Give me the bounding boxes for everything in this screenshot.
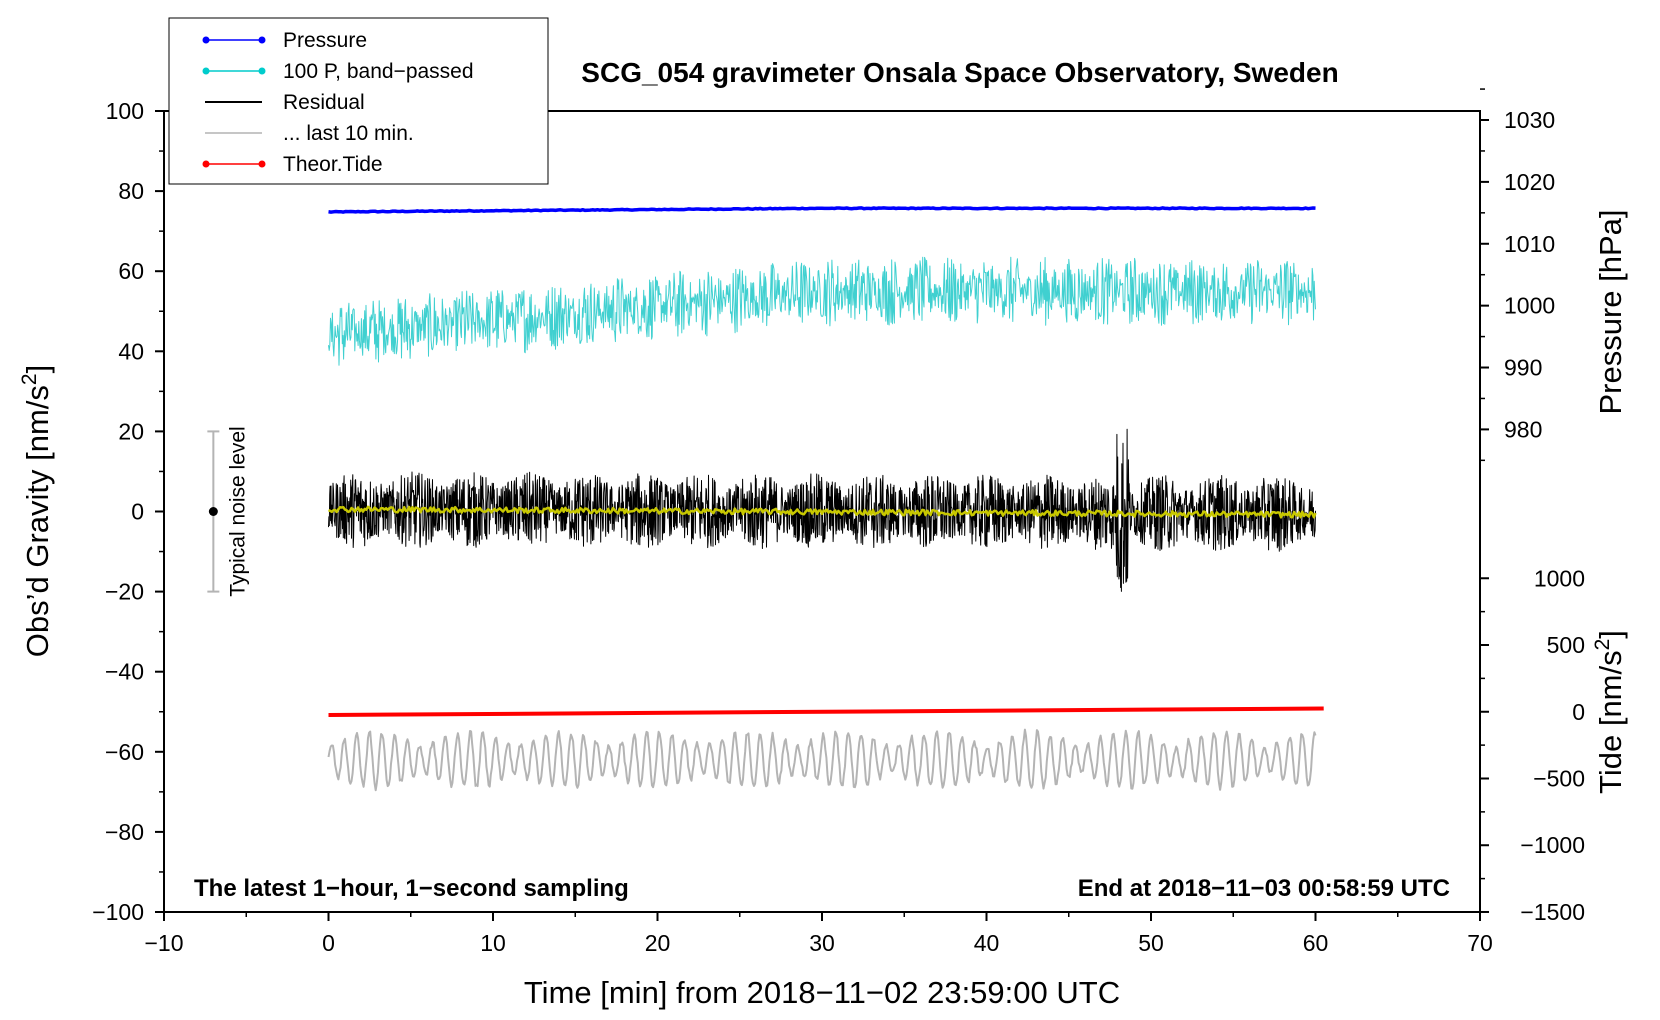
x-tick-label: −10	[144, 930, 183, 956]
y-axis-title-left: Obs’d Gravity [nm/s2]	[18, 365, 55, 658]
series-residual-smoothed	[327, 505, 1317, 519]
legend-swatch-marker	[258, 160, 266, 168]
y-tick-label: −60	[105, 739, 144, 765]
tide-tick-label: 0	[1572, 699, 1585, 725]
x-tick-label: 20	[645, 930, 671, 956]
series-last-10-min	[327, 728, 1317, 792]
x-axis-title: Time [min] from 2018−11−02 23:59:00 UTC	[524, 975, 1120, 1010]
y-tick-label: −40	[105, 659, 144, 685]
x-tick-label: 70	[1467, 930, 1493, 956]
series-theor-tide	[328, 706, 1324, 717]
legend-label: Theor.Tide	[283, 153, 383, 176]
y-axis-title-tide: Tide [nm/s2]	[1591, 630, 1628, 794]
legend-swatch-marker	[258, 36, 266, 44]
y-tick-label: −20	[105, 579, 144, 605]
chart-title: SCG_054 gravimeter Onsala Space Observat…	[581, 57, 1338, 88]
noise-bar-center-dot	[208, 507, 218, 516]
legend-label: 100 P, band−passed	[283, 60, 474, 83]
x-tick-label: 50	[1138, 930, 1164, 956]
tide-tick-label: 1000	[1534, 565, 1585, 591]
series-layer	[327, 206, 1324, 792]
series-pressure	[328, 206, 1316, 214]
noise-bar: Typical noise level	[207, 426, 249, 597]
legend-swatch-marker	[258, 67, 266, 75]
legend: Pressure 100 P, band−passed Residual ... la…	[168, 17, 549, 185]
axes-layer: −10 0 10 20 30 40 50 60 70−100−80−60−40−20020406…	[92, 88, 1585, 956]
annotation-right: End at 2018−11−03 00:58:59 UTC	[1078, 875, 1450, 902]
x-tick-label: 40	[974, 930, 1000, 956]
series-100-p-band-passed	[328, 256, 1316, 366]
y-tick-label: 60	[118, 258, 144, 284]
legend-swatch-marker	[202, 160, 210, 168]
y-axis-title-pressure: Pressure [hPa]	[1593, 209, 1628, 414]
legend-swatch-marker	[202, 36, 210, 44]
pressure-tick-label: 990	[1504, 355, 1542, 381]
x-tick-label: 30	[809, 930, 835, 956]
y-tick-label: 40	[118, 338, 144, 364]
x-tick-label: 10	[480, 930, 506, 956]
annotation-left: The latest 1−hour, 1−second sampling	[194, 875, 629, 902]
x-tick-label: 60	[1303, 930, 1329, 956]
tide-tick-label: −500	[1533, 765, 1585, 791]
tide-tick-label: −1500	[1520, 899, 1585, 925]
pressure-tick-label: 980	[1504, 416, 1542, 442]
series-residual	[328, 428, 1316, 592]
noise-bar-label: Typical noise level	[226, 426, 249, 596]
legend-label: ... last 10 min.	[283, 122, 414, 145]
y-tick-label: −80	[105, 819, 144, 845]
pressure-tick-label: 1000	[1504, 293, 1555, 319]
tide-tick-label: −1000	[1520, 832, 1585, 858]
y-tick-label: 0	[131, 499, 144, 525]
pressure-tick-label: 1020	[1504, 169, 1555, 195]
y-tick-label: −100	[92, 899, 144, 925]
pressure-tick-label: 1030	[1504, 107, 1555, 133]
y-tick-label: 20	[118, 418, 144, 444]
y-tick-label: 80	[118, 178, 144, 204]
legend-label: Pressure	[283, 29, 367, 52]
legend-swatch-marker	[202, 67, 210, 75]
x-tick-label: 0	[322, 930, 335, 956]
tide-tick-label: 500	[1547, 632, 1585, 658]
legend-label: Residual	[283, 91, 365, 114]
y-tick-label: 100	[106, 98, 144, 124]
pressure-tick-label: 1010	[1504, 231, 1555, 257]
